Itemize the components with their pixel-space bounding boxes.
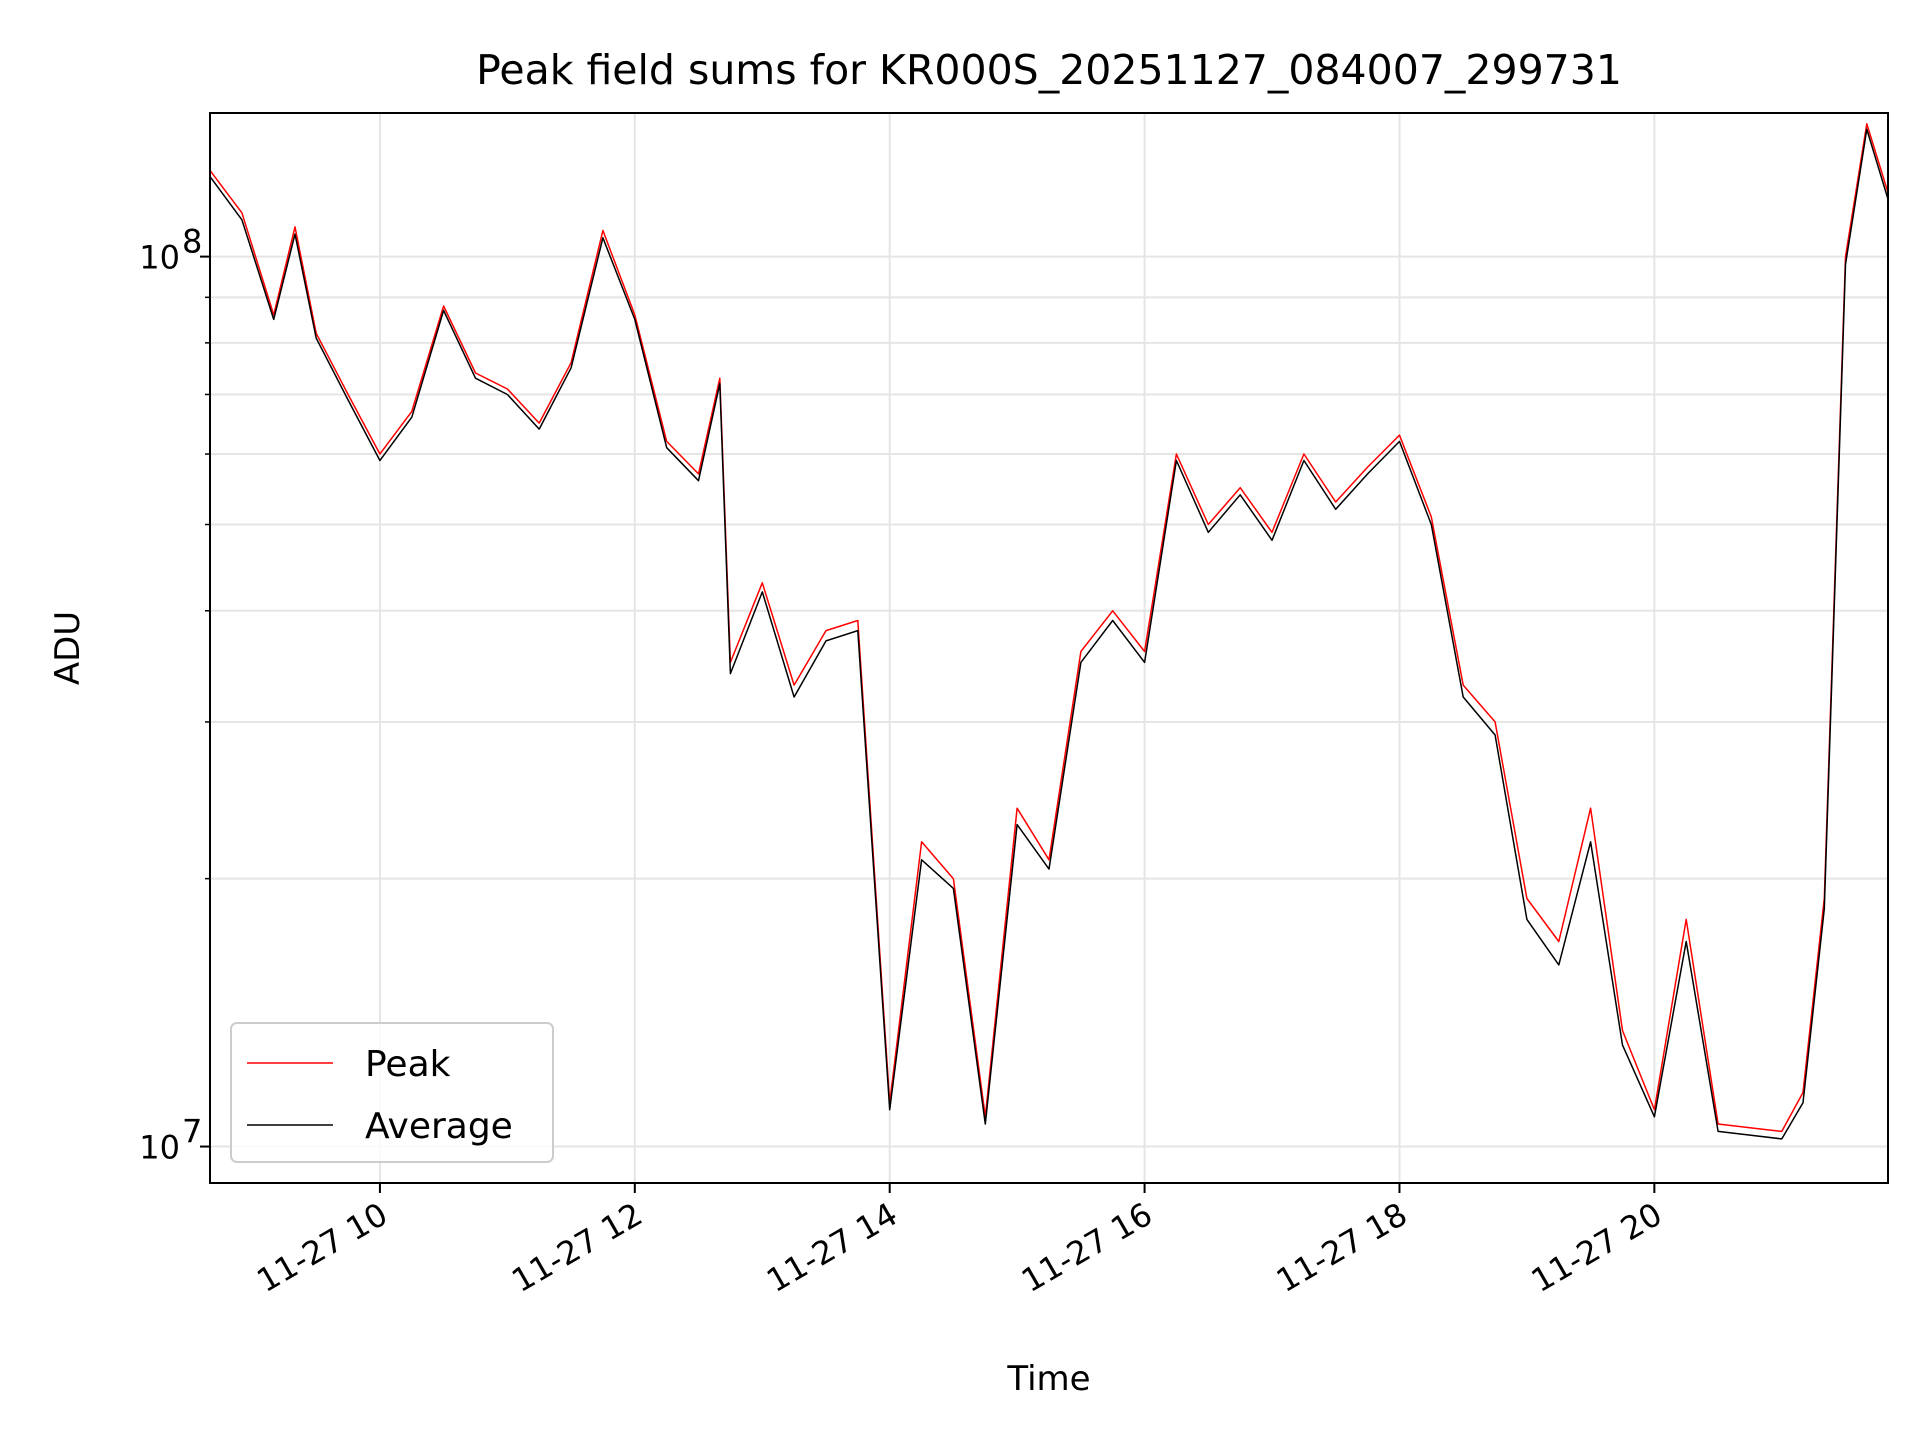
chart-title: Peak field sums for KR000S_20251127_0840… <box>476 46 1622 94</box>
y-tick-label: 10 7 <box>139 1113 202 1167</box>
y-tick-label-exponent: 8 <box>182 223 202 261</box>
x-axis-label: Time <box>1006 1359 1090 1399</box>
legend-box <box>230 1022 554 1163</box>
legend-label: Peak <box>365 1044 451 1085</box>
y-tick-label-base: 10 <box>139 239 180 277</box>
series-line-peak <box>209 123 1889 1133</box>
y-tick-label: 10 8 <box>139 223 202 277</box>
legend-item-peak: Peak <box>247 1044 451 1085</box>
legend-item-average: Average <box>247 1106 513 1147</box>
series-line-average <box>209 128 1889 1140</box>
legend-label: Average <box>365 1106 513 1147</box>
plot-frame <box>209 112 1889 1184</box>
series <box>209 123 1889 1140</box>
y-tick-label-exponent: 7 <box>182 1113 202 1151</box>
y-axis-label: ADU <box>48 611 88 685</box>
grid <box>210 113 1888 1183</box>
legend: Peak Average <box>230 1022 554 1163</box>
y-tick-label-base: 10 <box>139 1129 180 1167</box>
